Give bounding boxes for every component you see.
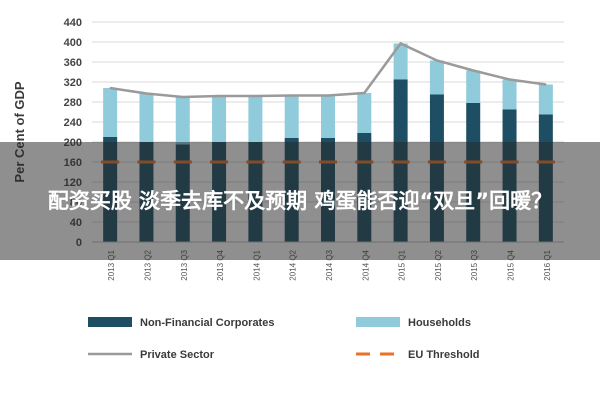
x-tick-label: 2016 Q1 (543, 249, 552, 280)
x-tick-label: 2015 Q1 (398, 249, 407, 280)
bar-households (103, 88, 118, 137)
private-sector-point (545, 83, 547, 86)
bar-households (139, 93, 154, 142)
y-tick-label: 240 (64, 117, 82, 129)
x-tick-label: 2014 Q3 (325, 249, 334, 280)
bar-households (357, 93, 372, 133)
private-sector-point (218, 95, 220, 97)
bar-households (393, 43, 408, 80)
private-sector-point (327, 94, 329, 97)
x-tick-label: 2013 Q1 (107, 249, 116, 280)
bar-households (212, 96, 227, 142)
private-sector-point (363, 92, 366, 94)
x-tick-label: 2013 Q3 (180, 249, 189, 280)
x-tick-label: 2014 Q4 (361, 249, 370, 280)
legend-swatch (356, 317, 400, 327)
bar-households (429, 60, 444, 95)
x-tick-label: 2015 Q3 (470, 249, 479, 280)
overlay-banner: 配资买股 淡季去库不及预期 鸡蛋能否迎“双旦”回暖？ (0, 142, 600, 260)
y-tick-label: 320 (64, 77, 82, 89)
private-sector-point (254, 95, 257, 97)
y-tick-label: 400 (64, 37, 82, 49)
x-tick-label: 2013 Q2 (143, 249, 152, 280)
x-tick-label: 2013 Q4 (216, 249, 225, 280)
private-sector-point (145, 92, 148, 95)
private-sector-point (109, 87, 111, 89)
private-sector-point (508, 78, 511, 81)
bar-households (466, 70, 481, 103)
y-tick-label: 360 (64, 57, 82, 69)
legend-swatch (88, 317, 132, 327)
x-tick-label: 2014 Q1 (252, 249, 261, 280)
legend-label: Private Sector (140, 349, 215, 361)
legend-label: Non-Financial Corporates (140, 317, 274, 329)
private-sector-point (399, 42, 402, 45)
overlay-title: 配资买股 淡季去库不及预期 鸡蛋能否迎“双旦”回暖？ (47, 189, 553, 213)
private-sector-point (472, 69, 475, 72)
bar-households (284, 95, 299, 138)
legend-label: EU Threshold (408, 349, 480, 361)
bar-households (502, 79, 517, 110)
legend: Non-Financial Corporates Households Privat… (88, 317, 480, 361)
private-sector-point (436, 59, 438, 62)
private-sector-point (290, 94, 293, 97)
bar-households (538, 84, 553, 115)
private-sector-point (181, 96, 184, 98)
bar-households (175, 97, 190, 145)
legend-label: Households (408, 317, 471, 329)
x-tick-label: 2015 Q4 (507, 249, 516, 280)
y-tick-label: 280 (64, 97, 82, 109)
x-tick-label: 2015 Q2 (434, 249, 443, 280)
y-tick-label: 440 (64, 17, 82, 29)
private-sector-line (109, 41, 547, 99)
bar-households (248, 96, 263, 142)
x-tick-label: 2014 Q2 (289, 249, 298, 280)
bar-households (321, 95, 335, 138)
